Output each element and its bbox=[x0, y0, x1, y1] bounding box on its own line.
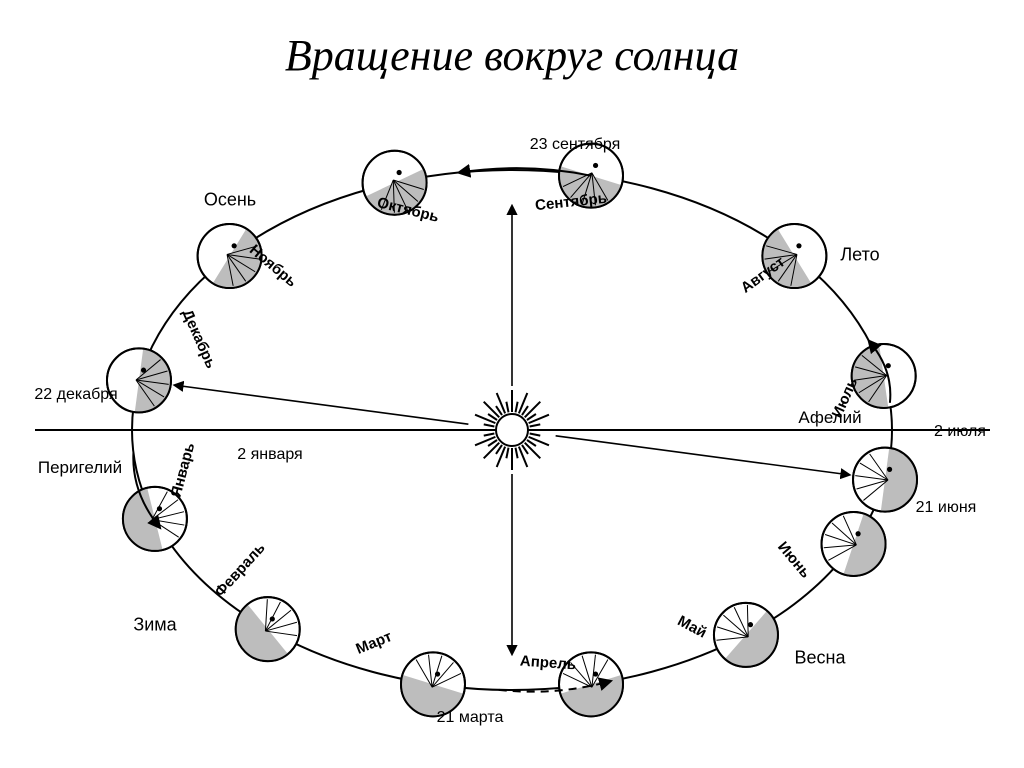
orbit-diagram bbox=[0, 0, 1024, 768]
earth-globe bbox=[236, 597, 300, 661]
season-label-2: Зима bbox=[133, 615, 176, 636]
label-jun-solstice: 21 июня bbox=[916, 499, 977, 517]
label-aphelion-date: 2 июля bbox=[934, 423, 986, 441]
season-label-0: Осень bbox=[204, 190, 256, 211]
season-label-3: Весна bbox=[795, 648, 846, 669]
earth-globe bbox=[401, 652, 465, 716]
earth-globe bbox=[852, 344, 916, 408]
label-perihelion: Перигелий bbox=[38, 458, 122, 478]
season-label-1: Лето bbox=[840, 245, 879, 266]
earth-globe bbox=[822, 512, 886, 576]
label-mar-equinox: 21 марта bbox=[437, 709, 504, 727]
earth-globe bbox=[853, 448, 917, 512]
label-dec-solstice: 22 декабря bbox=[34, 386, 117, 404]
label-perihelion-date: 2 января bbox=[237, 446, 302, 464]
earth-globe bbox=[714, 603, 778, 667]
month-label-7: Апрель bbox=[519, 652, 576, 673]
label-sep-equinox: 23 сентября bbox=[530, 136, 621, 154]
